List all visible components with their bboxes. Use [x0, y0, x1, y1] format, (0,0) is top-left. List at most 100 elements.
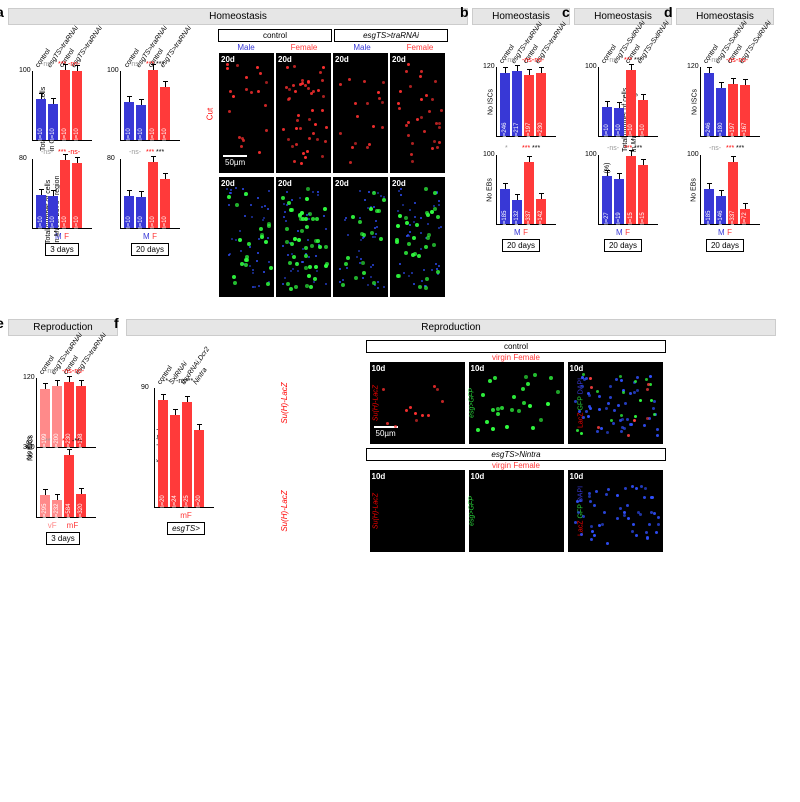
f-imgs-row2: 10dSu(H)-LacZ10desg>GFP10dLacZ,GFP DAPI [368, 470, 665, 552]
bar: n=10 [60, 70, 70, 140]
bar: n=142 [536, 199, 546, 224]
bar: n=197 [524, 75, 534, 136]
a-time2: 20 days [131, 243, 169, 256]
panel-f-letter: f [114, 315, 119, 331]
panel-b-header: Homeostasis [472, 8, 570, 25]
bar: n=25 [182, 402, 192, 507]
chart-a1-bot: -ns-***-ns-80n=10n=10n=10n=10 [32, 159, 92, 229]
chart-b-top: -ns--ns--ns-120n=246n=217n=197n=230 [496, 67, 556, 137]
f-imgs-row1: 10d50µmSu(H)-LacZ10desg>GFP10dLacZ,GFP D… [368, 362, 665, 444]
bar: n=337 [728, 162, 738, 224]
e-xl2: mF [67, 521, 79, 530]
bar: n=24 [170, 415, 180, 507]
chart-b-bot: *******100n=185n=132n=337n=142 [496, 155, 556, 225]
a-time1: 3 days [45, 243, 79, 256]
panel-d: d Homeostasis control esgTS>SxlRNAi cont… [676, 8, 774, 299]
chart-f: -*--ns-***90n=20n=24n=25n=20 [154, 388, 214, 508]
bar: n=584 [64, 455, 74, 517]
a-g-f1: Female [276, 42, 332, 53]
bar: n=10 [72, 71, 82, 140]
bar: n=167 [740, 85, 750, 136]
bar: n=320 [76, 494, 86, 517]
chart-a2-top: -ns-******100n=10n=10n=10n=10 [120, 71, 180, 141]
bar: n=19 [614, 179, 624, 225]
bar: n=27 [602, 176, 612, 224]
micrograph: 10d50µmSu(H)-LacZ [370, 362, 465, 444]
bar: n=197 [728, 84, 738, 137]
f-ch1-b: Su(H)-LacZ [280, 490, 289, 531]
bar: n=10 [136, 105, 146, 140]
chart-d-bot: -ns-******100n=185n=146n=337n=72 [700, 155, 760, 225]
d-yl-top: No ISCs [692, 89, 699, 115]
bar: n=295 [40, 495, 50, 517]
a-img-row-cut: 20d50µm20d20d20d [218, 53, 446, 175]
a-g-m2: Male [334, 42, 390, 53]
e-xl1: vF [48, 521, 57, 530]
panel-d-header: Homeostasis [676, 8, 774, 25]
panel-c-letter: c [562, 4, 570, 20]
panel-f: f Reproduction control SxlRNAi dsxRNAi,D… [126, 319, 776, 552]
panel-c: c Homeostasis control esgTS>SxlRNAi cont… [574, 8, 672, 299]
micrograph: 10dLacZ,GFP DAPI [568, 362, 663, 444]
bar: n=185 [500, 189, 510, 224]
bar: n=10 [614, 108, 624, 136]
bar: n=15 [626, 156, 636, 224]
bar: n=10 [602, 107, 612, 136]
f-sub1: virgin Female [256, 353, 776, 362]
bar: n=10 [136, 197, 146, 228]
bar: n=10 [72, 163, 82, 228]
panel-a-letter: a [0, 4, 4, 20]
micrograph: 20d [276, 53, 331, 173]
panel-d-letter: d [664, 4, 673, 20]
micrograph: 10desg>GFP [469, 362, 564, 444]
panel-a-header: Homeostasis [8, 8, 468, 25]
bar: n=146 [716, 196, 726, 224]
f-xl: mF [180, 511, 192, 520]
f-box1: control [366, 340, 666, 353]
micrograph: 10desg>GFP [469, 470, 564, 552]
bar: n=10 [638, 100, 648, 136]
chart-c-bot: -ns-******100n=27n=19n=15n=15 [598, 155, 658, 225]
f-ch1-a: Su(H)-LacZ [280, 382, 289, 423]
b-yl-top: No ISCs [488, 89, 495, 115]
bar: n=10 [148, 162, 158, 229]
micrograph: 20d [390, 53, 445, 173]
bar: n=180 [716, 88, 726, 136]
e-time: 3 days [46, 532, 80, 545]
chart-a2-bot: -ns-******80n=10n=10n=10n=10 [120, 159, 180, 229]
bar: n=10 [48, 196, 58, 228]
bar: n=200 [52, 386, 62, 447]
a-box-esg: esgTS>traRNAi [334, 29, 448, 42]
b-time: 20 days [502, 239, 540, 252]
a-g-m1: Male [218, 42, 274, 53]
bar: n=337 [524, 162, 534, 224]
micrograph: 10dLacZ,GFP DAPI [568, 470, 663, 552]
panel-b: b Homeostasis control esgTS>traRNAi cont… [472, 8, 570, 299]
bar: n=20 [194, 430, 204, 507]
f-box2: esgTS>Nintra [366, 448, 666, 461]
panel-b-letter: b [460, 4, 469, 20]
a-g-f2: Female [392, 42, 448, 53]
chart-e-bot: ***-**-300n=295n=232n=584n=320 [36, 448, 96, 518]
chart-d-top: -ns--ns--ns-120n=246n=180n=197n=167 [700, 67, 760, 137]
panel-f-header: Reproduction [126, 319, 776, 336]
bar: n=10 [124, 196, 134, 228]
a-img-row-gfp: 20d20d20d20d [218, 177, 446, 299]
micrograph: 20d [390, 177, 445, 297]
bar: n=10 [160, 179, 170, 228]
c-time: 20 days [604, 239, 642, 252]
d-yl-bot: No EBs [690, 178, 697, 202]
micrograph: 20d [333, 53, 388, 173]
bar: n=72 [740, 209, 750, 224]
bar: n=232 [52, 500, 62, 518]
b-yl-bot: No EBs [486, 178, 493, 202]
bar: n=20 [158, 400, 168, 507]
panel-e-letter: e [0, 315, 4, 331]
bar: n=246 [704, 73, 714, 136]
micrograph: 20d [333, 177, 388, 297]
bar: n=10 [36, 195, 46, 228]
bar: n=246 [500, 73, 510, 136]
bar: n=15 [638, 165, 648, 224]
a-box-control: control [218, 29, 332, 42]
bar: n=10 [160, 87, 170, 140]
